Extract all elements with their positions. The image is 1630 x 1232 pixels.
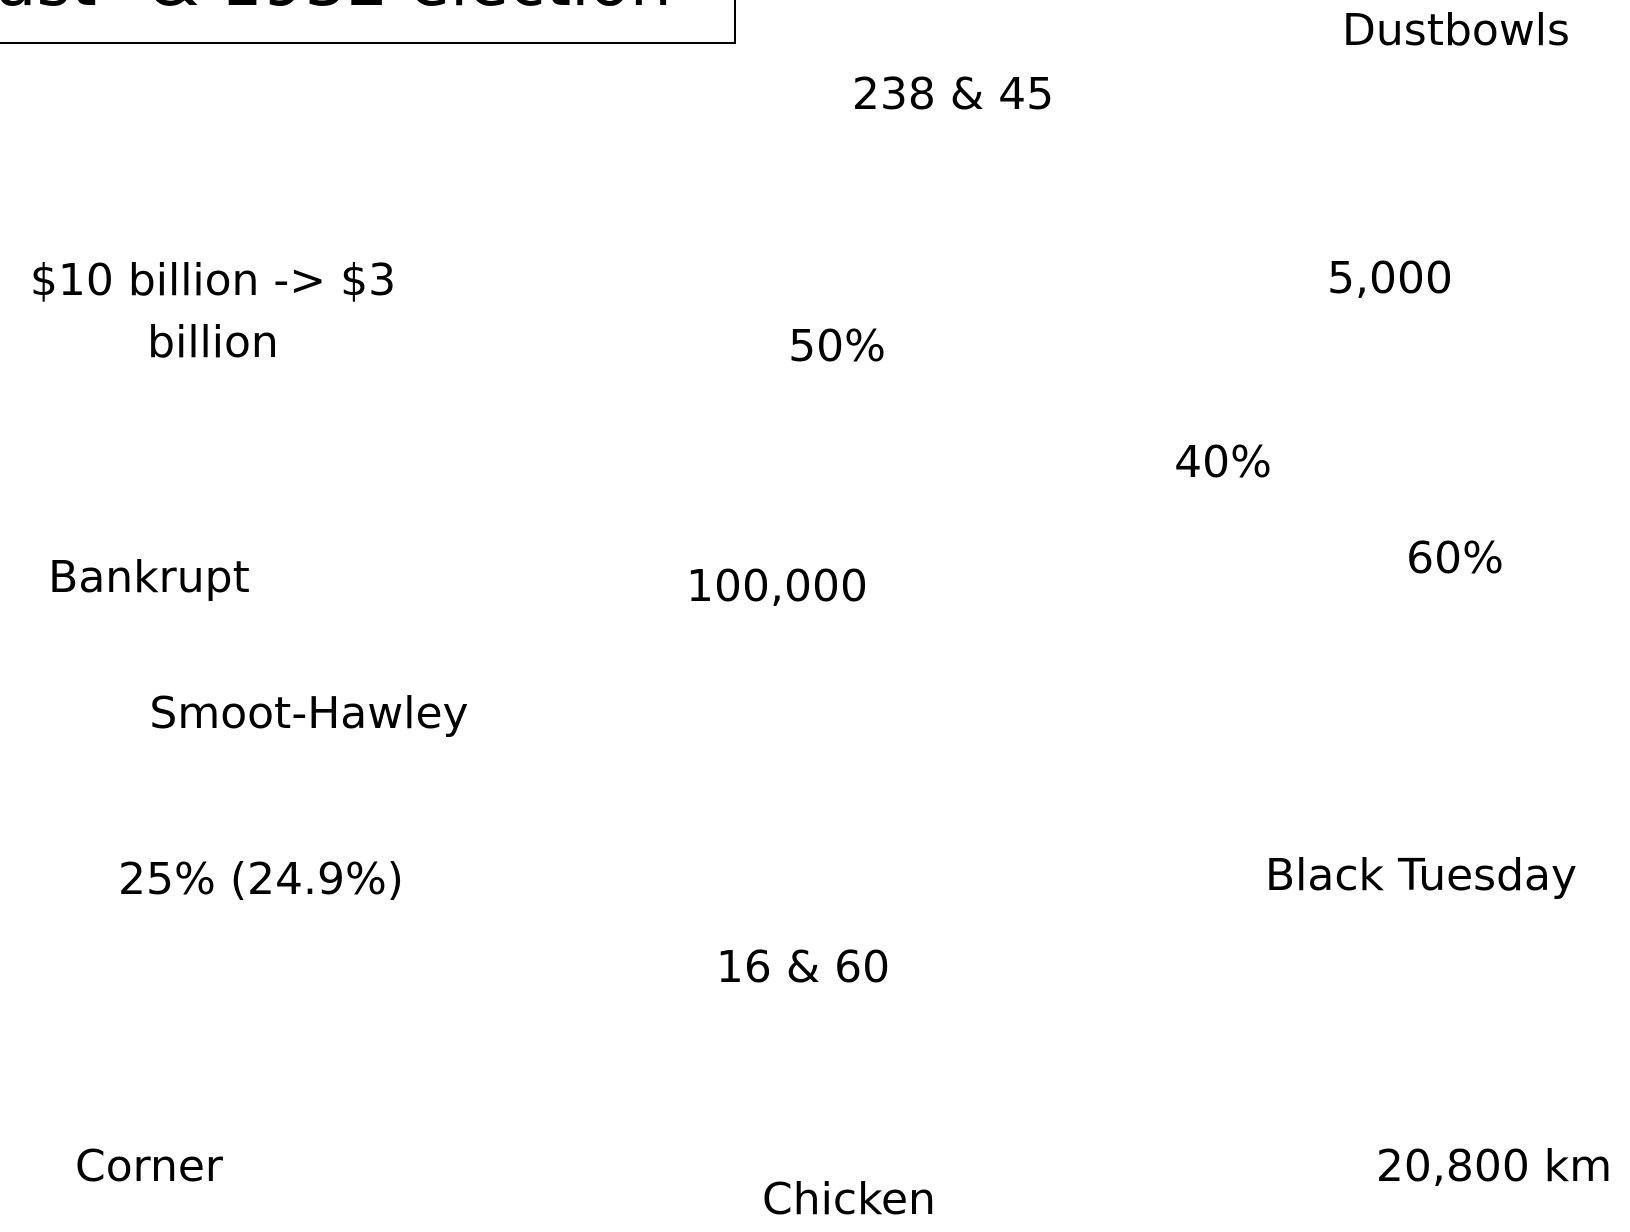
term: 20,800 km — [1375, 1141, 1613, 1192]
title-box: ast" & 1932 election — [0, 0, 736, 44]
title: ast" & 1932 election — [0, 0, 672, 16]
term: 25% (24.9%) — [118, 854, 404, 905]
term: 100,000 — [686, 561, 868, 612]
term: Smoot-Hawley — [149, 688, 469, 739]
term: 16 & 60 — [715, 942, 891, 993]
term: Corner — [74, 1141, 224, 1192]
term-line: billion — [147, 317, 279, 368]
term: 60% — [1406, 533, 1504, 584]
term: Bankrupt — [48, 552, 250, 603]
term: 5,000 — [1327, 253, 1453, 304]
term: 40% — [1174, 437, 1272, 488]
term-line: $10 billion -> $3 — [29, 255, 397, 306]
term: 50% — [788, 321, 886, 372]
term: $10 billion -> $3 billion — [30, 250, 396, 374]
term: Chicken — [762, 1174, 936, 1225]
term: Black Tuesday — [1264, 850, 1578, 901]
term: Dustbowls — [1342, 5, 1570, 56]
term: 238 & 45 — [851, 69, 1055, 120]
